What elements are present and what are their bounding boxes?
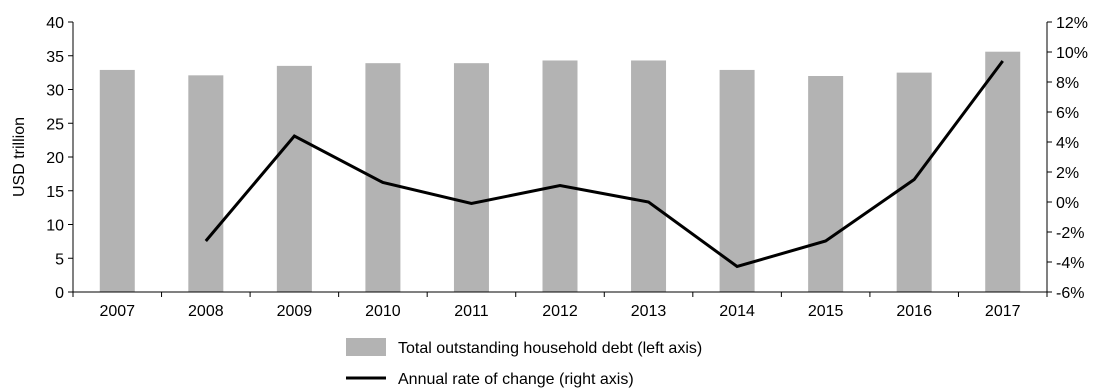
bar-2016 [896, 72, 932, 292]
line-series [204, 60, 1004, 269]
y-tick-label: 10 [46, 218, 64, 235]
y-tick-label: 25 [46, 116, 64, 133]
y-tick-label: 40 [46, 15, 64, 32]
y2-tick-label: -4% [1056, 255, 1084, 272]
y-tick-label: 30 [46, 83, 64, 100]
bar-2017 [985, 51, 1021, 293]
bar-series [99, 51, 1021, 293]
x-tick-label: 2010 [365, 303, 401, 320]
y2-tick-label: 4% [1056, 135, 1079, 152]
y-tick-label: 15 [46, 184, 64, 201]
bar-2007 [99, 69, 135, 292]
y-tick-label: 35 [46, 49, 64, 66]
x-tick-label: 2013 [631, 303, 667, 320]
y2-tick-label: 12% [1056, 15, 1088, 32]
y-axis-title: USD trillion [11, 117, 28, 197]
x-tick-label: 2014 [719, 303, 755, 320]
y2-tick-label: 0% [1056, 195, 1079, 212]
y-tick-label: 20 [46, 150, 64, 167]
y2-tick-label: 2% [1056, 165, 1079, 182]
bar-2008 [188, 75, 224, 292]
x-tick-label: 2016 [896, 303, 932, 320]
bar-2013 [631, 60, 667, 292]
y2-tick-label: 6% [1056, 105, 1079, 122]
x-tick-label: 2012 [542, 303, 578, 320]
y2-tick-label: -6% [1056, 285, 1084, 302]
tick-labels: 0 5 10 15 20 25 30 35 40 -6% -4% -2% 0% 2% 4% 6% 8% 10% 12… [46, 15, 1088, 320]
bar-2014 [719, 69, 755, 292]
legend-label-rate: Annual rate of change (right axis) [398, 371, 634, 388]
y2-tick-label: 10% [1056, 45, 1088, 62]
y-tick-label: 5 [55, 251, 64, 268]
x-tick-label: 2008 [188, 303, 224, 320]
y2-tick-label: -2% [1056, 225, 1084, 242]
bar-2011 [453, 63, 489, 292]
x-tick-label: 2011 [454, 303, 489, 320]
x-tick-label: 2017 [985, 303, 1021, 320]
legend-label-debt: Total outstanding household debt (left a… [398, 340, 702, 357]
x-tick-label: 2015 [808, 303, 844, 320]
y-tick-label: 0 [55, 285, 64, 302]
axes [68, 21, 1052, 297]
bar-2015 [808, 76, 844, 292]
legend-swatch-debt [346, 338, 386, 356]
bar-2012 [542, 60, 578, 292]
x-tick-label: 2007 [99, 303, 135, 320]
y2-tick-label: 8% [1056, 75, 1079, 92]
legend: Total outstanding household debt (left a… [346, 338, 702, 388]
bar-2009 [276, 65, 312, 292]
x-tick-label: 2009 [277, 303, 313, 320]
rate-line [204, 60, 1004, 269]
